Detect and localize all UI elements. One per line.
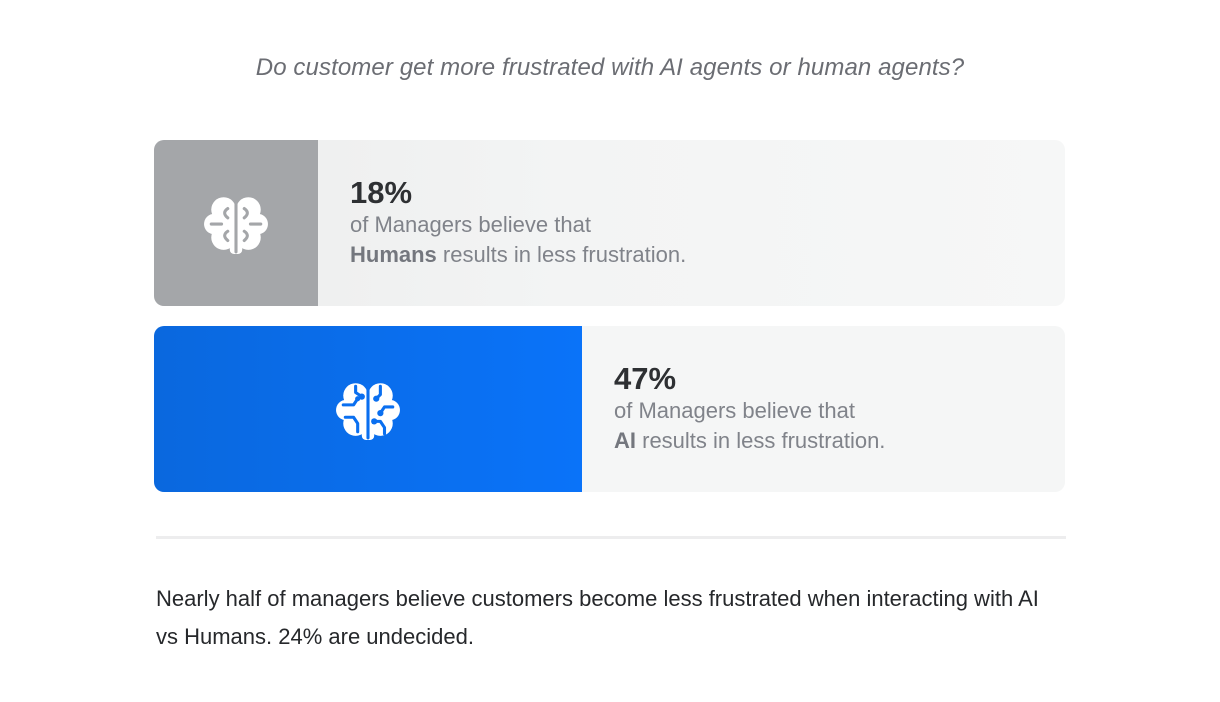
stat-percent: 18% — [350, 175, 413, 210]
divider — [156, 536, 1066, 539]
chart-question: Do customer get more frustrated with AI … — [255, 54, 965, 81]
bar-humans — [154, 140, 318, 306]
stat-line-1: of Managers believe that — [350, 212, 591, 237]
stat-row-ai: 47% of Managers believe that AI results … — [154, 326, 1065, 492]
stat-line-2: AI results in less frustration. — [614, 426, 885, 456]
stat-percent: 47% — [614, 361, 677, 396]
stat-text-ai: 47% of Managers believe that AI results … — [614, 362, 885, 456]
brain-icon — [203, 190, 269, 256]
stat-line-2-rest: results in less frustration. — [636, 428, 886, 453]
summary-text: Nearly half of managers believe customer… — [156, 586, 1039, 649]
stat-line-2: Humans results in less frustration. — [350, 240, 686, 270]
stat-subject: AI — [614, 428, 636, 453]
stat-line-1: of Managers believe that — [614, 398, 855, 423]
ai-brain-circuit-icon — [335, 376, 401, 442]
stat-row-humans: 18% of Managers believe that Humans resu… — [154, 140, 1065, 306]
stat-subject: Humans — [350, 242, 437, 267]
stat-line-2-rest: results in less frustration. — [436, 242, 687, 267]
stat-text-humans: 18% of Managers believe that Humans resu… — [350, 176, 686, 270]
bar-ai — [154, 326, 582, 492]
